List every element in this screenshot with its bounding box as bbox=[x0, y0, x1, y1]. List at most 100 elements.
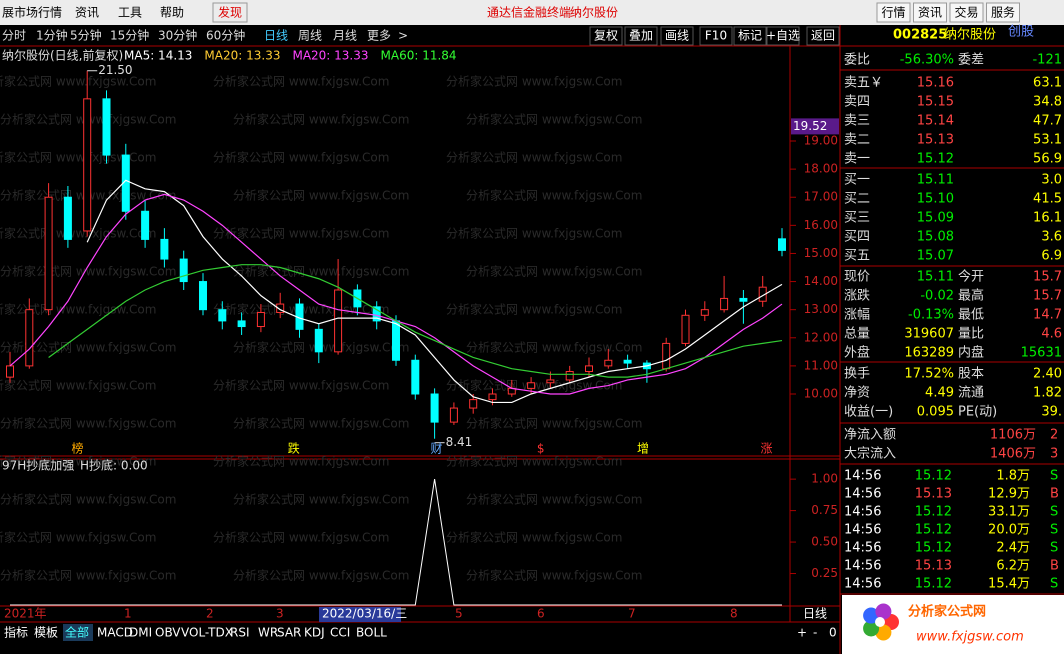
event-marker[interactable]: 涨 bbox=[761, 441, 773, 456]
menu-button[interactable] bbox=[913, 2, 947, 23]
menu-item[interactable]: 展市场行情 bbox=[2, 5, 62, 20]
tool-button-label[interactable]: 叠加 bbox=[629, 29, 653, 43]
indicator-tab[interactable]: DMI bbox=[129, 626, 152, 640]
field-value: 15.11 bbox=[917, 270, 954, 285]
watermark: 分析家公式网 www.fxjgsw.Com bbox=[466, 264, 642, 279]
watermark: 分析家公式网 www.fxjgsw.Com bbox=[0, 454, 156, 469]
candle-body bbox=[141, 210, 150, 240]
indicator-tab[interactable]: MACD bbox=[97, 626, 133, 640]
field-label: 净资 bbox=[844, 386, 870, 401]
field-label: 最高 bbox=[958, 288, 984, 304]
indicator-tab[interactable]: CCI bbox=[330, 626, 350, 640]
field-value: -56.30% bbox=[900, 53, 954, 68]
tick-price: 15.12 bbox=[915, 541, 952, 556]
menu-button[interactable] bbox=[949, 2, 984, 23]
tool-button[interactable] bbox=[806, 26, 840, 46]
tool-button-label[interactable]: 画线 bbox=[665, 29, 689, 43]
event-marker[interactable]: 增 bbox=[637, 442, 649, 456]
period-tab[interactable]: 5分钟 bbox=[70, 28, 102, 43]
menu-button[interactable] bbox=[876, 2, 911, 23]
tool-button-label[interactable]: F10 bbox=[705, 29, 727, 43]
menu-button[interactable] bbox=[986, 2, 1020, 23]
tool-button[interactable] bbox=[624, 26, 658, 46]
period-tab[interactable]: 周线 bbox=[298, 29, 322, 43]
tool-button-label[interactable]: 返回 bbox=[811, 29, 835, 43]
period-tab[interactable]: 月线 bbox=[333, 29, 357, 43]
indicator-tab[interactable]: KDJ bbox=[304, 626, 325, 640]
period-tab[interactable]: 30分钟 bbox=[158, 28, 197, 43]
menu-item[interactable]: 资讯 bbox=[75, 6, 99, 20]
event-marker[interactable]: 跌 bbox=[288, 441, 300, 456]
y-tick-label: 19.00 bbox=[804, 134, 838, 148]
tool-button-label[interactable]: 标记 bbox=[738, 29, 762, 43]
menu-button-label[interactable]: 服务 bbox=[991, 5, 1015, 20]
tick-side: B bbox=[1050, 559, 1059, 574]
stock-name: 纳尔股份 bbox=[944, 28, 996, 43]
indicator-tab[interactable]: RSI bbox=[230, 626, 250, 640]
menu-item[interactable]: 发现 bbox=[218, 5, 242, 20]
zoom-button[interactable]: - bbox=[813, 626, 817, 640]
period-tab[interactable]: 60分钟 bbox=[206, 28, 245, 43]
tool-button-label[interactable]: +自选 bbox=[766, 29, 800, 43]
period-tab[interactable]: 更多 bbox=[367, 29, 391, 43]
indicator-tab[interactable]: OBV bbox=[155, 626, 181, 640]
candle-body bbox=[102, 98, 111, 156]
menu-button-label[interactable]: 交易 bbox=[954, 5, 978, 20]
indicator-label: H抄底: 0.00 bbox=[80, 458, 148, 473]
period-tab[interactable]: 分时 bbox=[2, 29, 26, 43]
tick-price: 15.12 bbox=[915, 505, 952, 520]
event-marker[interactable]: $ bbox=[537, 442, 545, 456]
tool-button[interactable] bbox=[733, 26, 767, 46]
candle-body bbox=[546, 379, 555, 384]
indicator-tab[interactable]: VOL-TDX bbox=[181, 626, 233, 640]
tick-volume: 6.2万 bbox=[996, 559, 1030, 574]
event-marker[interactable]: 财 bbox=[431, 442, 443, 456]
menu-button-label[interactable]: 资讯 bbox=[918, 6, 942, 20]
candle-body bbox=[411, 359, 420, 395]
tool-button[interactable] bbox=[660, 26, 694, 46]
tick-volume: 33.1万 bbox=[988, 505, 1030, 520]
watermark: 分析家公式网 www.fxjgsw.Com bbox=[466, 112, 642, 127]
menu-item[interactable]: 帮助 bbox=[160, 6, 184, 20]
candle-body bbox=[334, 289, 343, 353]
x-tick-label: 2 bbox=[206, 607, 214, 621]
logo-center bbox=[875, 617, 885, 627]
tool-button-label[interactable]: 复权 bbox=[594, 29, 618, 43]
period-tab[interactable]: > bbox=[398, 29, 408, 43]
indicator-tab[interactable]: 全部 bbox=[65, 625, 89, 640]
indicator-tab[interactable]: 指标 bbox=[4, 625, 28, 640]
tool-button[interactable] bbox=[766, 26, 800, 46]
watermark: 分析家公式网 www.fxjgsw.Com bbox=[213, 226, 389, 241]
period-tab[interactable]: 日线 bbox=[264, 29, 288, 43]
tool-button[interactable] bbox=[589, 26, 623, 46]
period-tab[interactable]: 15分钟 bbox=[110, 28, 149, 43]
tool-button[interactable] bbox=[699, 26, 733, 46]
candle-body bbox=[256, 311, 265, 328]
tick-volume: 12.9万 bbox=[988, 487, 1030, 502]
zoom-button[interactable]: + bbox=[797, 626, 807, 640]
watermark: 分析家公式网 www.fxjgsw.Com bbox=[233, 568, 409, 583]
order-volume: 34.8 bbox=[1033, 95, 1062, 110]
field-label: 内盘 bbox=[958, 345, 984, 361]
order-price: 15.14 bbox=[917, 114, 954, 129]
candle-body bbox=[44, 196, 53, 311]
watermark: 分析家公式网 www.fxjgsw.Com bbox=[0, 416, 176, 431]
field-value: -121 bbox=[1032, 53, 1062, 68]
field-value: 1106万 bbox=[990, 428, 1036, 443]
indicator-tab[interactable]: WR bbox=[258, 626, 278, 640]
field-value: 2 bbox=[1050, 428, 1058, 443]
tick-price: 15.13 bbox=[915, 487, 952, 502]
period-tab[interactable]: 1分钟 bbox=[36, 28, 68, 43]
zoom-button[interactable]: 0 bbox=[829, 626, 837, 640]
indicator-tab[interactable]: SAR bbox=[277, 626, 301, 640]
watermark: 分析家公式网 www.fxjgsw.Com bbox=[466, 340, 642, 355]
menu-item[interactable]: 工具 bbox=[118, 6, 142, 20]
event-marker[interactable]: 榜 bbox=[72, 441, 84, 456]
menu-button-label[interactable]: 行情 bbox=[881, 6, 905, 20]
indicator-tab[interactable]: 模板 bbox=[34, 626, 58, 640]
field-label: 今开 bbox=[958, 269, 984, 285]
indicator-tab[interactable]: BOLL bbox=[356, 626, 387, 640]
candle-body bbox=[392, 320, 400, 361]
y-tick-label: 13.00 bbox=[804, 302, 838, 316]
